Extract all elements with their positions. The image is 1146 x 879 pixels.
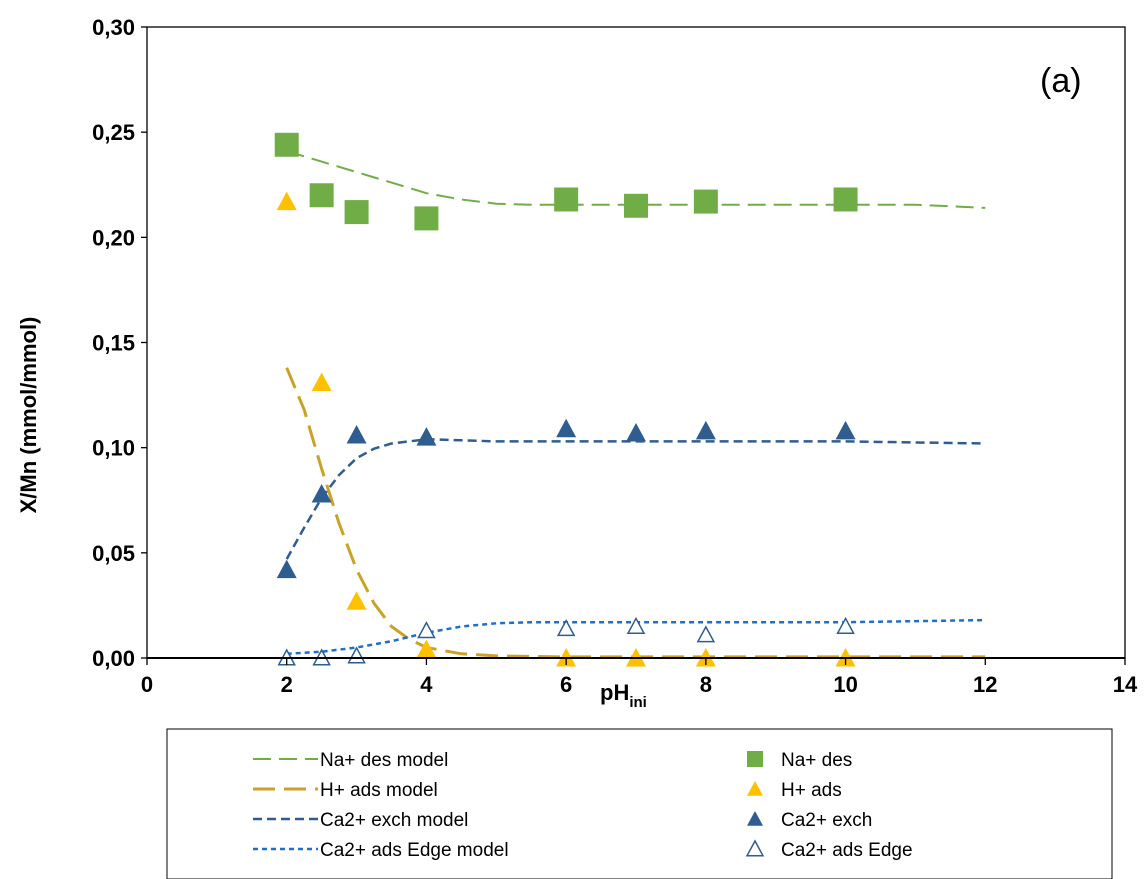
y-axis-title: X/Mn (mmol/mmol)	[16, 317, 41, 514]
legend-label: Ca2+ exch model	[320, 810, 468, 831]
data-point	[311, 483, 332, 503]
legend-marker	[745, 839, 765, 857]
plot-area	[274, 132, 986, 667]
data-point	[274, 132, 299, 157]
data-point	[556, 618, 576, 637]
data-point	[276, 191, 297, 211]
x-axis-title-main: pH	[600, 680, 629, 705]
data-point	[417, 621, 436, 639]
series-line	[285, 367, 986, 659]
legend: Na+ des model H+ ads model Ca2+ exch model…	[166, 728, 1113, 879]
axes: 0,00 0,05 0,10 0,15 0,20 0,25 0,30 0 2 4 6 8 10 12 14	[92, 15, 1138, 697]
data-point	[554, 187, 579, 212]
data-point	[276, 559, 297, 579]
data-point	[344, 200, 369, 225]
x-tick-label: 4	[420, 672, 433, 697]
data-point	[696, 625, 716, 643]
data-point	[346, 425, 367, 444]
y-tick-label: 0,25	[92, 120, 135, 145]
y-tick-label: 0,10	[92, 436, 135, 461]
legend-label: Ca2+ ads Edge	[781, 840, 913, 861]
legend-label: H+ ads model	[320, 780, 438, 801]
panel-annotation: (a)	[1040, 62, 1082, 100]
data-point	[347, 646, 366, 664]
data-point	[414, 206, 439, 231]
legend-label: H+ ads	[781, 780, 842, 801]
data-point	[626, 422, 646, 442]
y-tick-label: 0,20	[92, 225, 135, 250]
legend-label: Ca2+ exch	[781, 810, 872, 831]
x-tick-label: 10	[833, 672, 857, 697]
data-point	[309, 183, 334, 208]
data-point	[835, 420, 856, 440]
legend-marker	[747, 811, 763, 826]
series-line	[285, 438, 986, 560]
y-tick-label: 0,05	[92, 541, 135, 566]
x-tick-label: 14	[1113, 672, 1138, 697]
data-point	[346, 591, 367, 610]
x-tick-label: 6	[560, 672, 572, 697]
data-point	[556, 418, 577, 438]
x-axis-title: pHini	[600, 680, 647, 711]
data-point	[836, 616, 855, 634]
legend-label: Ca2+ ads Edge model	[320, 840, 509, 861]
series-line	[286, 618, 986, 656]
data-point	[416, 639, 437, 659]
x-tick-label: 0	[141, 672, 153, 697]
data-point	[311, 372, 332, 391]
legend-frame	[166, 728, 1113, 879]
data-point	[624, 193, 648, 218]
legend-label: Na+ des model	[320, 750, 448, 771]
series-line	[286, 150, 986, 209]
legend-marker	[747, 781, 763, 796]
data-point	[695, 420, 716, 440]
y-tick-label: 0,00	[92, 646, 135, 671]
x-tick-label: 12	[973, 672, 997, 697]
x-tick-label: 8	[700, 672, 712, 697]
data-point	[416, 427, 437, 446]
data-point	[626, 616, 646, 634]
legend-label: Na+ des	[781, 750, 852, 771]
y-tick-label: 0,30	[92, 15, 135, 40]
x-axis-title-sub: ini	[629, 694, 647, 711]
y-tick-label: 0,15	[92, 331, 135, 356]
data-point	[833, 187, 858, 212]
plot-frame	[146, 26, 1126, 659]
data-point	[693, 189, 718, 214]
x-tick-label: 2	[281, 672, 293, 697]
legend-marker	[747, 751, 763, 767]
